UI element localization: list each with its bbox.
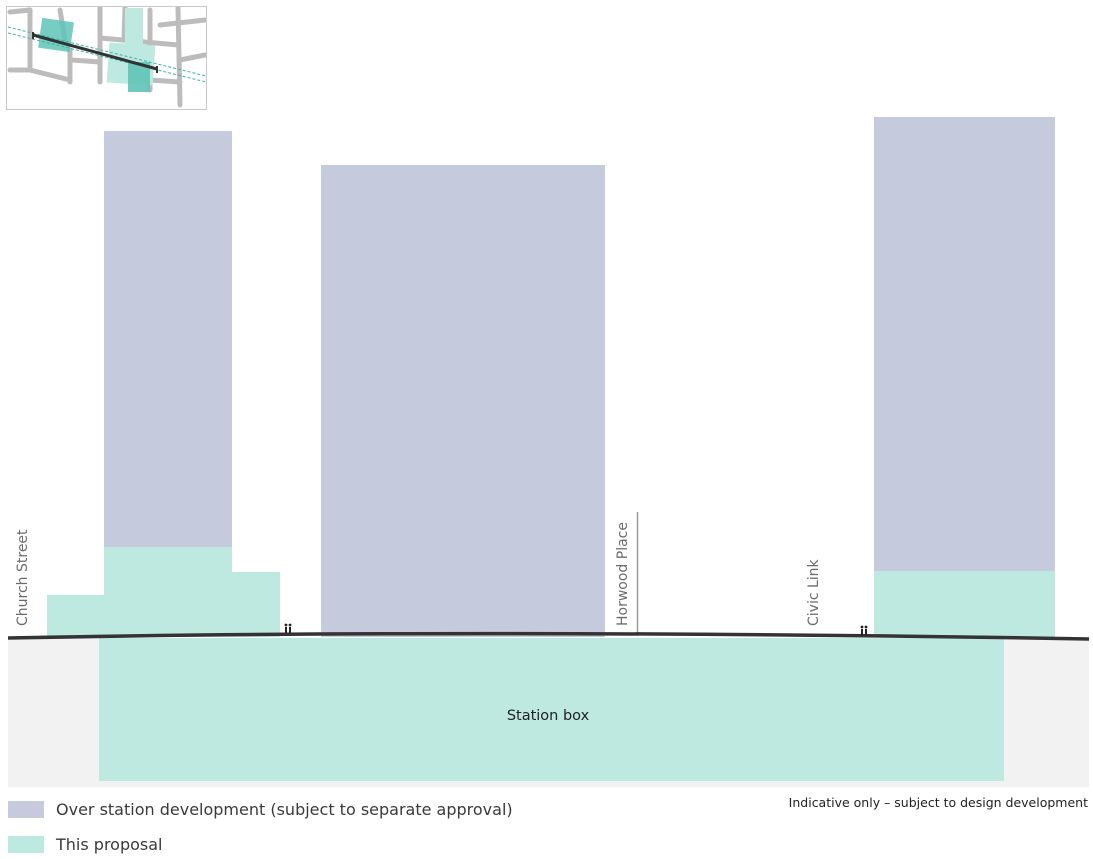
legend-item-osd: Over station development (subject to sep… — [8, 800, 513, 819]
legend-swatch-osd — [8, 801, 44, 818]
proposal-podium-east — [874, 571, 1055, 637]
key-map-rail-line-b — [7, 32, 207, 83]
key-map-rail-line-a — [7, 26, 207, 77]
pedestrian-icon — [860, 625, 868, 635]
key-map-section-line — [32, 33, 158, 71]
indicative-note: Indicative only – subject to design deve… — [788, 795, 1088, 810]
legend-swatch-proposal — [8, 836, 44, 853]
legend-item-proposal: This proposal — [8, 835, 162, 854]
proposal-podium-west-step — [232, 572, 280, 637]
legend-label-proposal: This proposal — [56, 835, 163, 854]
osd-tower-west — [104, 131, 232, 547]
civic-link-label: Civic Link — [806, 558, 822, 626]
key-map-site-east-dark — [128, 62, 150, 92]
station-box-label: Station box — [507, 708, 590, 724]
key-map-site-west — [38, 17, 74, 53]
key-map — [6, 6, 207, 110]
ground-line — [7, 631, 1090, 641]
pedestrian-icon — [284, 623, 292, 633]
proposal-podium-west-low — [47, 595, 104, 637]
church-street-label: Church Street — [15, 529, 31, 626]
proposal-podium-west — [104, 547, 232, 637]
key-map-streets — [7, 7, 206, 108]
legend-label-osd: Over station development (subject to sep… — [56, 800, 513, 819]
station-box — [99, 638, 1004, 781]
horwood-place-label: Horwood Place — [615, 522, 631, 626]
osd-tower-central — [321, 165, 605, 637]
osd-tower-east — [874, 117, 1055, 571]
